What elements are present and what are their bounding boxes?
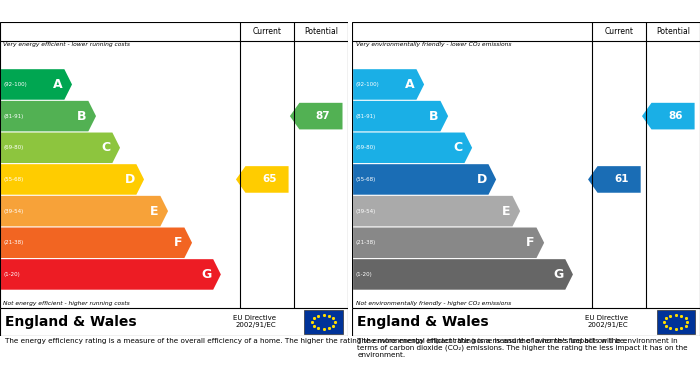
Polygon shape <box>1 164 144 195</box>
Text: (92-100): (92-100) <box>4 82 27 87</box>
Text: (69-80): (69-80) <box>356 145 376 150</box>
Polygon shape <box>353 69 424 100</box>
Text: D: D <box>125 173 134 186</box>
Polygon shape <box>290 103 342 129</box>
Polygon shape <box>353 228 544 258</box>
Text: EU Directive
2002/91/EC: EU Directive 2002/91/EC <box>585 315 628 328</box>
Bar <box>657 310 695 334</box>
Polygon shape <box>1 101 96 131</box>
Text: Energy Efficiency Rating: Energy Efficiency Rating <box>5 5 168 18</box>
Text: Potential: Potential <box>656 27 690 36</box>
Polygon shape <box>353 133 472 163</box>
Text: 65: 65 <box>262 174 276 185</box>
Polygon shape <box>353 164 496 195</box>
Text: (81-91): (81-91) <box>4 114 24 118</box>
Bar <box>304 310 343 334</box>
Text: Potential: Potential <box>304 27 338 36</box>
Polygon shape <box>353 259 573 290</box>
Text: E: E <box>502 204 511 218</box>
Polygon shape <box>642 103 694 129</box>
Text: (21-38): (21-38) <box>356 240 376 245</box>
Text: Not environmentally friendly - higher CO₂ emissions: Not environmentally friendly - higher CO… <box>356 301 511 306</box>
Text: The environmental impact rating is a measure of a home's impact on the environme: The environmental impact rating is a mea… <box>357 338 688 358</box>
Text: D: D <box>477 173 486 186</box>
Text: C: C <box>454 141 463 154</box>
Text: (69-80): (69-80) <box>4 145 24 150</box>
Text: F: F <box>174 236 183 249</box>
Text: Current: Current <box>253 27 281 36</box>
Text: England & Wales: England & Wales <box>5 315 136 329</box>
Text: (39-54): (39-54) <box>356 209 376 213</box>
Polygon shape <box>1 228 192 258</box>
Polygon shape <box>1 259 220 290</box>
Text: B: B <box>77 109 87 123</box>
Text: G: G <box>553 268 564 281</box>
Text: England & Wales: England & Wales <box>357 315 489 329</box>
Text: 61: 61 <box>614 174 629 185</box>
Polygon shape <box>1 69 72 100</box>
Text: (92-100): (92-100) <box>356 82 379 87</box>
Text: F: F <box>526 236 535 249</box>
Text: Very environmentally friendly - lower CO₂ emissions: Very environmentally friendly - lower CO… <box>356 42 511 47</box>
Polygon shape <box>353 101 448 131</box>
Text: 86: 86 <box>668 111 682 121</box>
Polygon shape <box>236 166 288 193</box>
Text: A: A <box>405 78 414 91</box>
Text: (39-54): (39-54) <box>4 209 24 213</box>
Text: Current: Current <box>605 27 634 36</box>
Text: (1-20): (1-20) <box>4 272 20 277</box>
Text: B: B <box>429 109 439 123</box>
Polygon shape <box>588 166 640 193</box>
Text: 87: 87 <box>316 111 330 121</box>
Text: A: A <box>53 78 62 91</box>
Text: E: E <box>150 204 159 218</box>
Text: The energy efficiency rating is a measure of the overall efficiency of a home. T: The energy efficiency rating is a measur… <box>5 338 626 344</box>
Text: G: G <box>201 268 211 281</box>
Text: (81-91): (81-91) <box>356 114 376 118</box>
Text: (55-68): (55-68) <box>356 177 376 182</box>
Polygon shape <box>1 133 120 163</box>
Text: (1-20): (1-20) <box>356 272 372 277</box>
Text: Not energy efficient - higher running costs: Not energy efficient - higher running co… <box>4 301 130 306</box>
Text: (21-38): (21-38) <box>4 240 24 245</box>
Polygon shape <box>353 196 520 226</box>
Polygon shape <box>1 196 168 226</box>
Text: EU Directive
2002/91/EC: EU Directive 2002/91/EC <box>233 315 276 328</box>
Text: C: C <box>102 141 111 154</box>
Text: (55-68): (55-68) <box>4 177 24 182</box>
Text: Very energy efficient - lower running costs: Very energy efficient - lower running co… <box>4 42 130 47</box>
Text: Environmental Impact (CO₂) Rating: Environmental Impact (CO₂) Rating <box>357 5 589 18</box>
